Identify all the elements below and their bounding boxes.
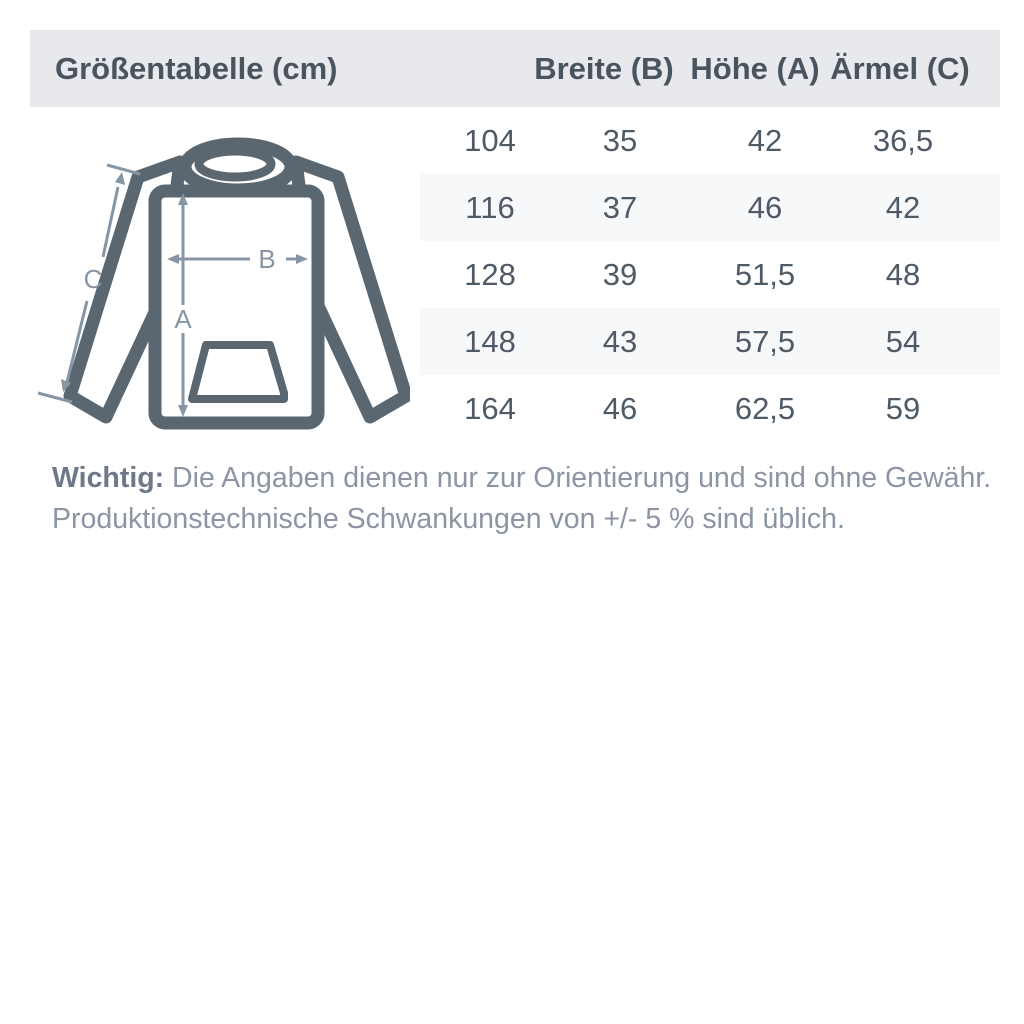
table-row: 116 37 46 42 [420, 174, 1000, 241]
important-note-prefix: Wichtig: [52, 462, 165, 494]
cell-hoehe: 42 [747, 122, 783, 158]
page-title: Größentabelle (cm) [55, 51, 338, 86]
table-row: 164 46 62,5 59 [420, 375, 1000, 442]
dimension-a-arrow [178, 193, 188, 417]
cell-breite: 35 [602, 122, 638, 158]
cell-aermel: 54 [885, 323, 921, 359]
table-row: 148 43 57,5 54 [420, 308, 1000, 375]
cell-breite: 43 [602, 323, 638, 359]
hoodie-hood-inner [194, 146, 276, 182]
table-header-bar: Größentabelle (cm) Breite (B) Höhe (A) Ä… [30, 30, 1000, 107]
column-header-hoehe: Höhe (A) [690, 51, 820, 86]
cell-aermel: 48 [885, 256, 921, 292]
cell-breite: 39 [602, 256, 638, 292]
important-note: Wichtig: Die Angaben dienen nur zur Orie… [52, 458, 992, 540]
cell-aermel: 59 [885, 390, 921, 426]
dimension-b-arrow [167, 254, 308, 264]
cell-aermel: 42 [885, 189, 921, 225]
cell-size: 148 [464, 323, 516, 359]
cell-breite: 37 [602, 189, 638, 225]
column-header-aermel: Ärmel (C) [830, 51, 970, 86]
hoodie-pocket [188, 341, 288, 403]
cell-size: 104 [464, 122, 516, 158]
hoodie-measurement-diagram: A B C [30, 125, 413, 445]
cell-size: 128 [464, 256, 516, 292]
important-note-line2: Produktionstechnische Schwankungen von +… [52, 503, 845, 535]
column-header-breite: Breite (B) [534, 51, 674, 86]
cell-hoehe: 57,5 [734, 323, 796, 359]
important-note-line1: Die Angaben dienen nur zur Orientierung … [164, 462, 992, 494]
dimension-b-label: B [258, 244, 275, 274]
dimension-a-label: A [174, 304, 192, 334]
dimension-c-label: C [84, 264, 103, 294]
cell-hoehe: 51,5 [734, 256, 796, 292]
cell-hoehe: 62,5 [734, 390, 796, 426]
table-row: 104 35 42 36,5 [420, 107, 1000, 174]
hoodie-diagram-svg: A B C [37, 137, 413, 430]
dimension-c-arrow [37, 163, 141, 404]
cell-size: 116 [465, 189, 515, 225]
cell-size: 164 [464, 390, 516, 426]
cell-breite: 46 [602, 390, 638, 426]
size-table: 104 35 42 36,5 116 37 46 42 128 39 51,5 … [420, 107, 1000, 442]
table-row: 128 39 51,5 48 [420, 241, 1000, 308]
cell-hoehe: 46 [747, 189, 783, 225]
cell-aermel: 36,5 [872, 122, 934, 158]
